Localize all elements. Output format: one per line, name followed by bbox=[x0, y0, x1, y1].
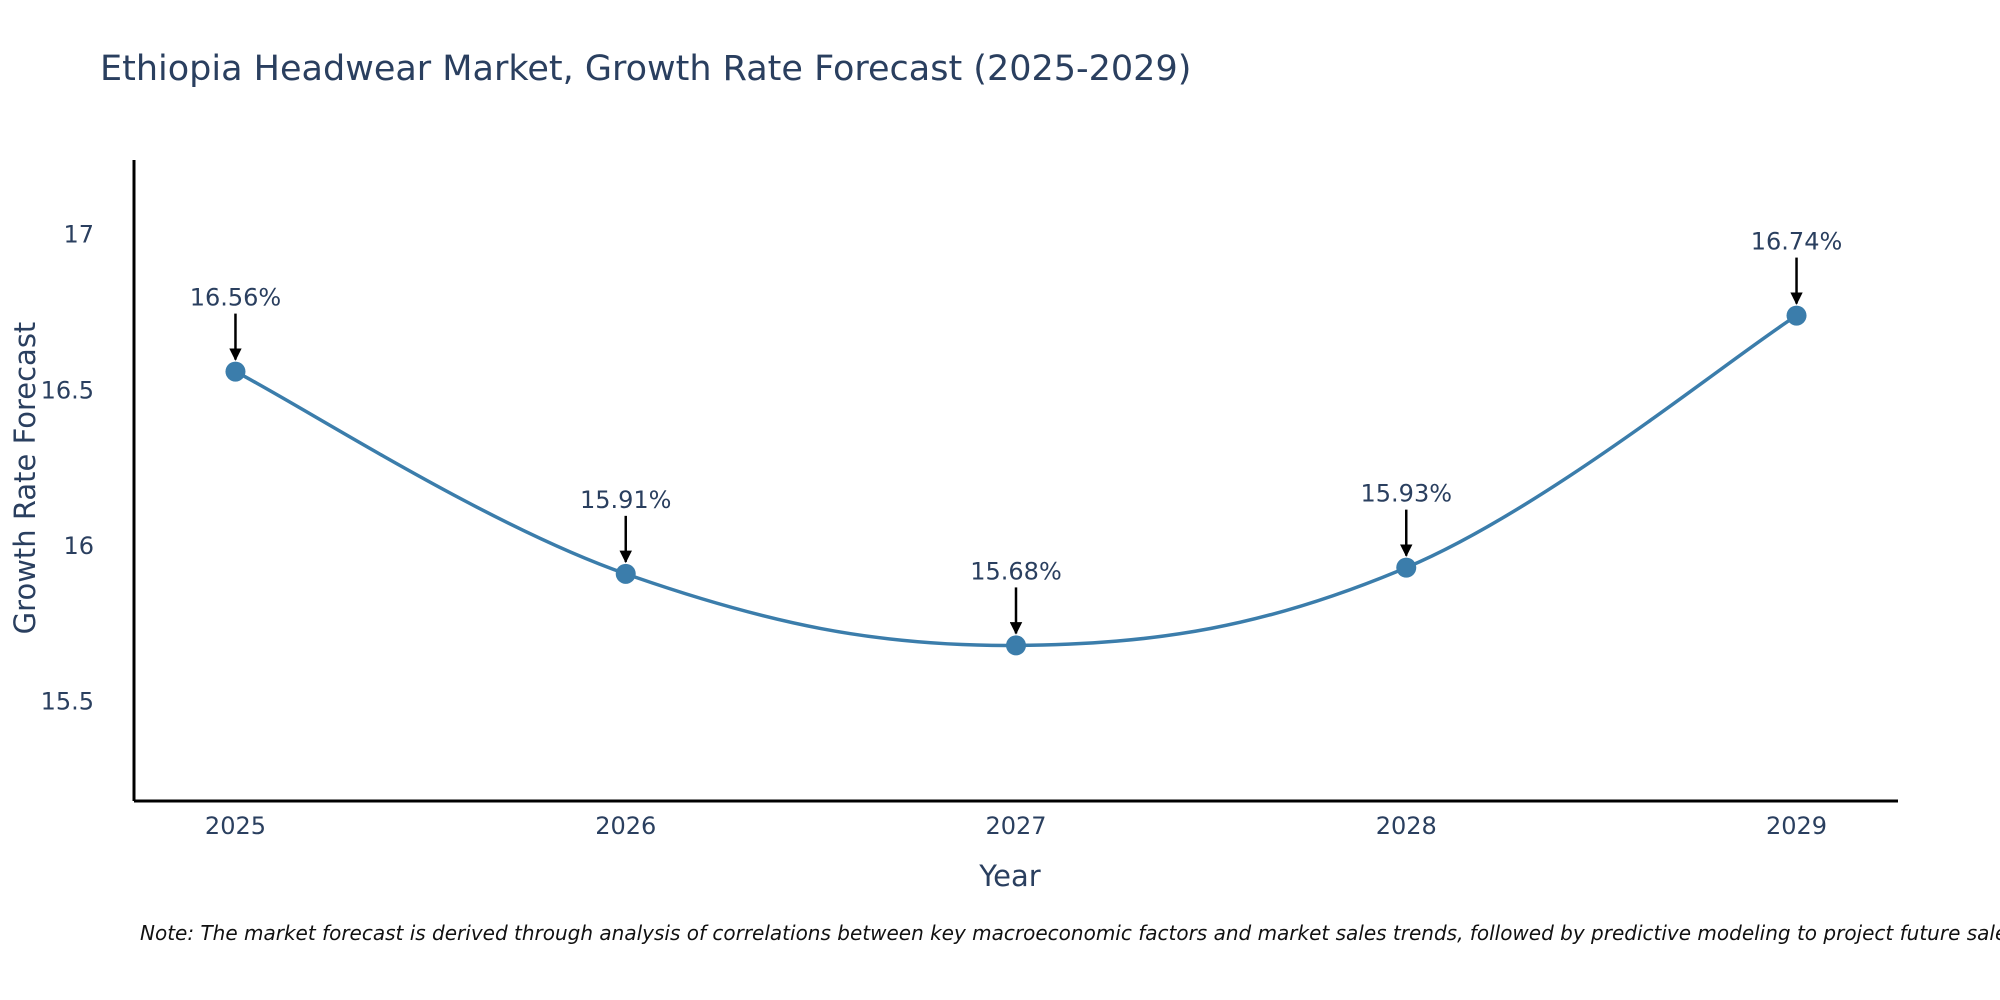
y-axis-title: Growth Rate Forecast bbox=[8, 322, 42, 635]
data-label: 15.93% bbox=[1361, 480, 1453, 508]
data-point bbox=[615, 563, 636, 584]
data-point bbox=[1396, 557, 1417, 578]
data-point bbox=[225, 361, 246, 382]
data-label: 15.91% bbox=[580, 486, 672, 514]
y-tick-label: 16.5 bbox=[41, 376, 94, 404]
x-tick-label: 2025 bbox=[205, 812, 266, 840]
y-tick-label: 15.5 bbox=[41, 687, 94, 715]
y-tick-label: 16 bbox=[63, 532, 94, 560]
x-tick-label: 2028 bbox=[1376, 812, 1437, 840]
data-point bbox=[1786, 305, 1807, 326]
x-tick-label: 2026 bbox=[595, 812, 656, 840]
x-axis-title: Year bbox=[978, 859, 1040, 893]
data-label: 15.68% bbox=[970, 557, 1062, 585]
plot-area: 15.5 16 16.5 17 2025 2026 2027 2028 2029 16.56% 15… bbox=[41, 160, 1898, 840]
data-label: 16.56% bbox=[190, 284, 282, 312]
data-label: 16.74% bbox=[1751, 228, 1843, 256]
footnote: Note: The market forecast is derived thr… bbox=[140, 921, 2000, 945]
data-point bbox=[1006, 635, 1026, 656]
x-tick-label: 2027 bbox=[985, 812, 1046, 840]
chart-title: Ethiopia Headwear Market, Growth Rate Fo… bbox=[100, 49, 1191, 89]
y-tick-label: 17 bbox=[63, 221, 94, 249]
x-tick-label: 2029 bbox=[1766, 812, 1827, 840]
